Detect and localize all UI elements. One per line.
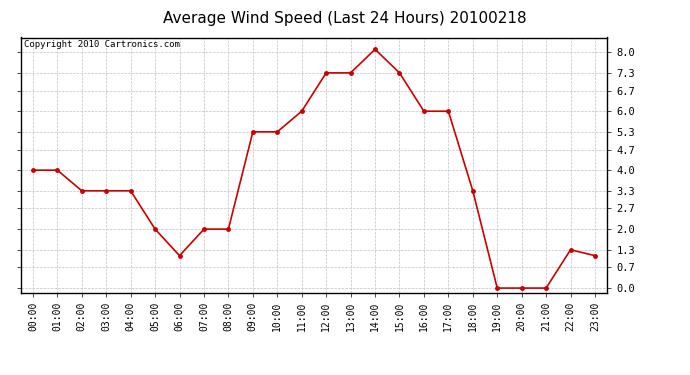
- Text: Copyright 2010 Cartronics.com: Copyright 2010 Cartronics.com: [23, 40, 179, 49]
- Text: Average Wind Speed (Last 24 Hours) 20100218: Average Wind Speed (Last 24 Hours) 20100…: [164, 11, 526, 26]
